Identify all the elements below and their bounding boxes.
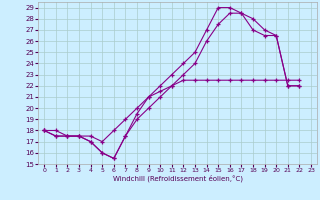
X-axis label: Windchill (Refroidissement éolien,°C): Windchill (Refroidissement éolien,°C) [113,175,243,182]
